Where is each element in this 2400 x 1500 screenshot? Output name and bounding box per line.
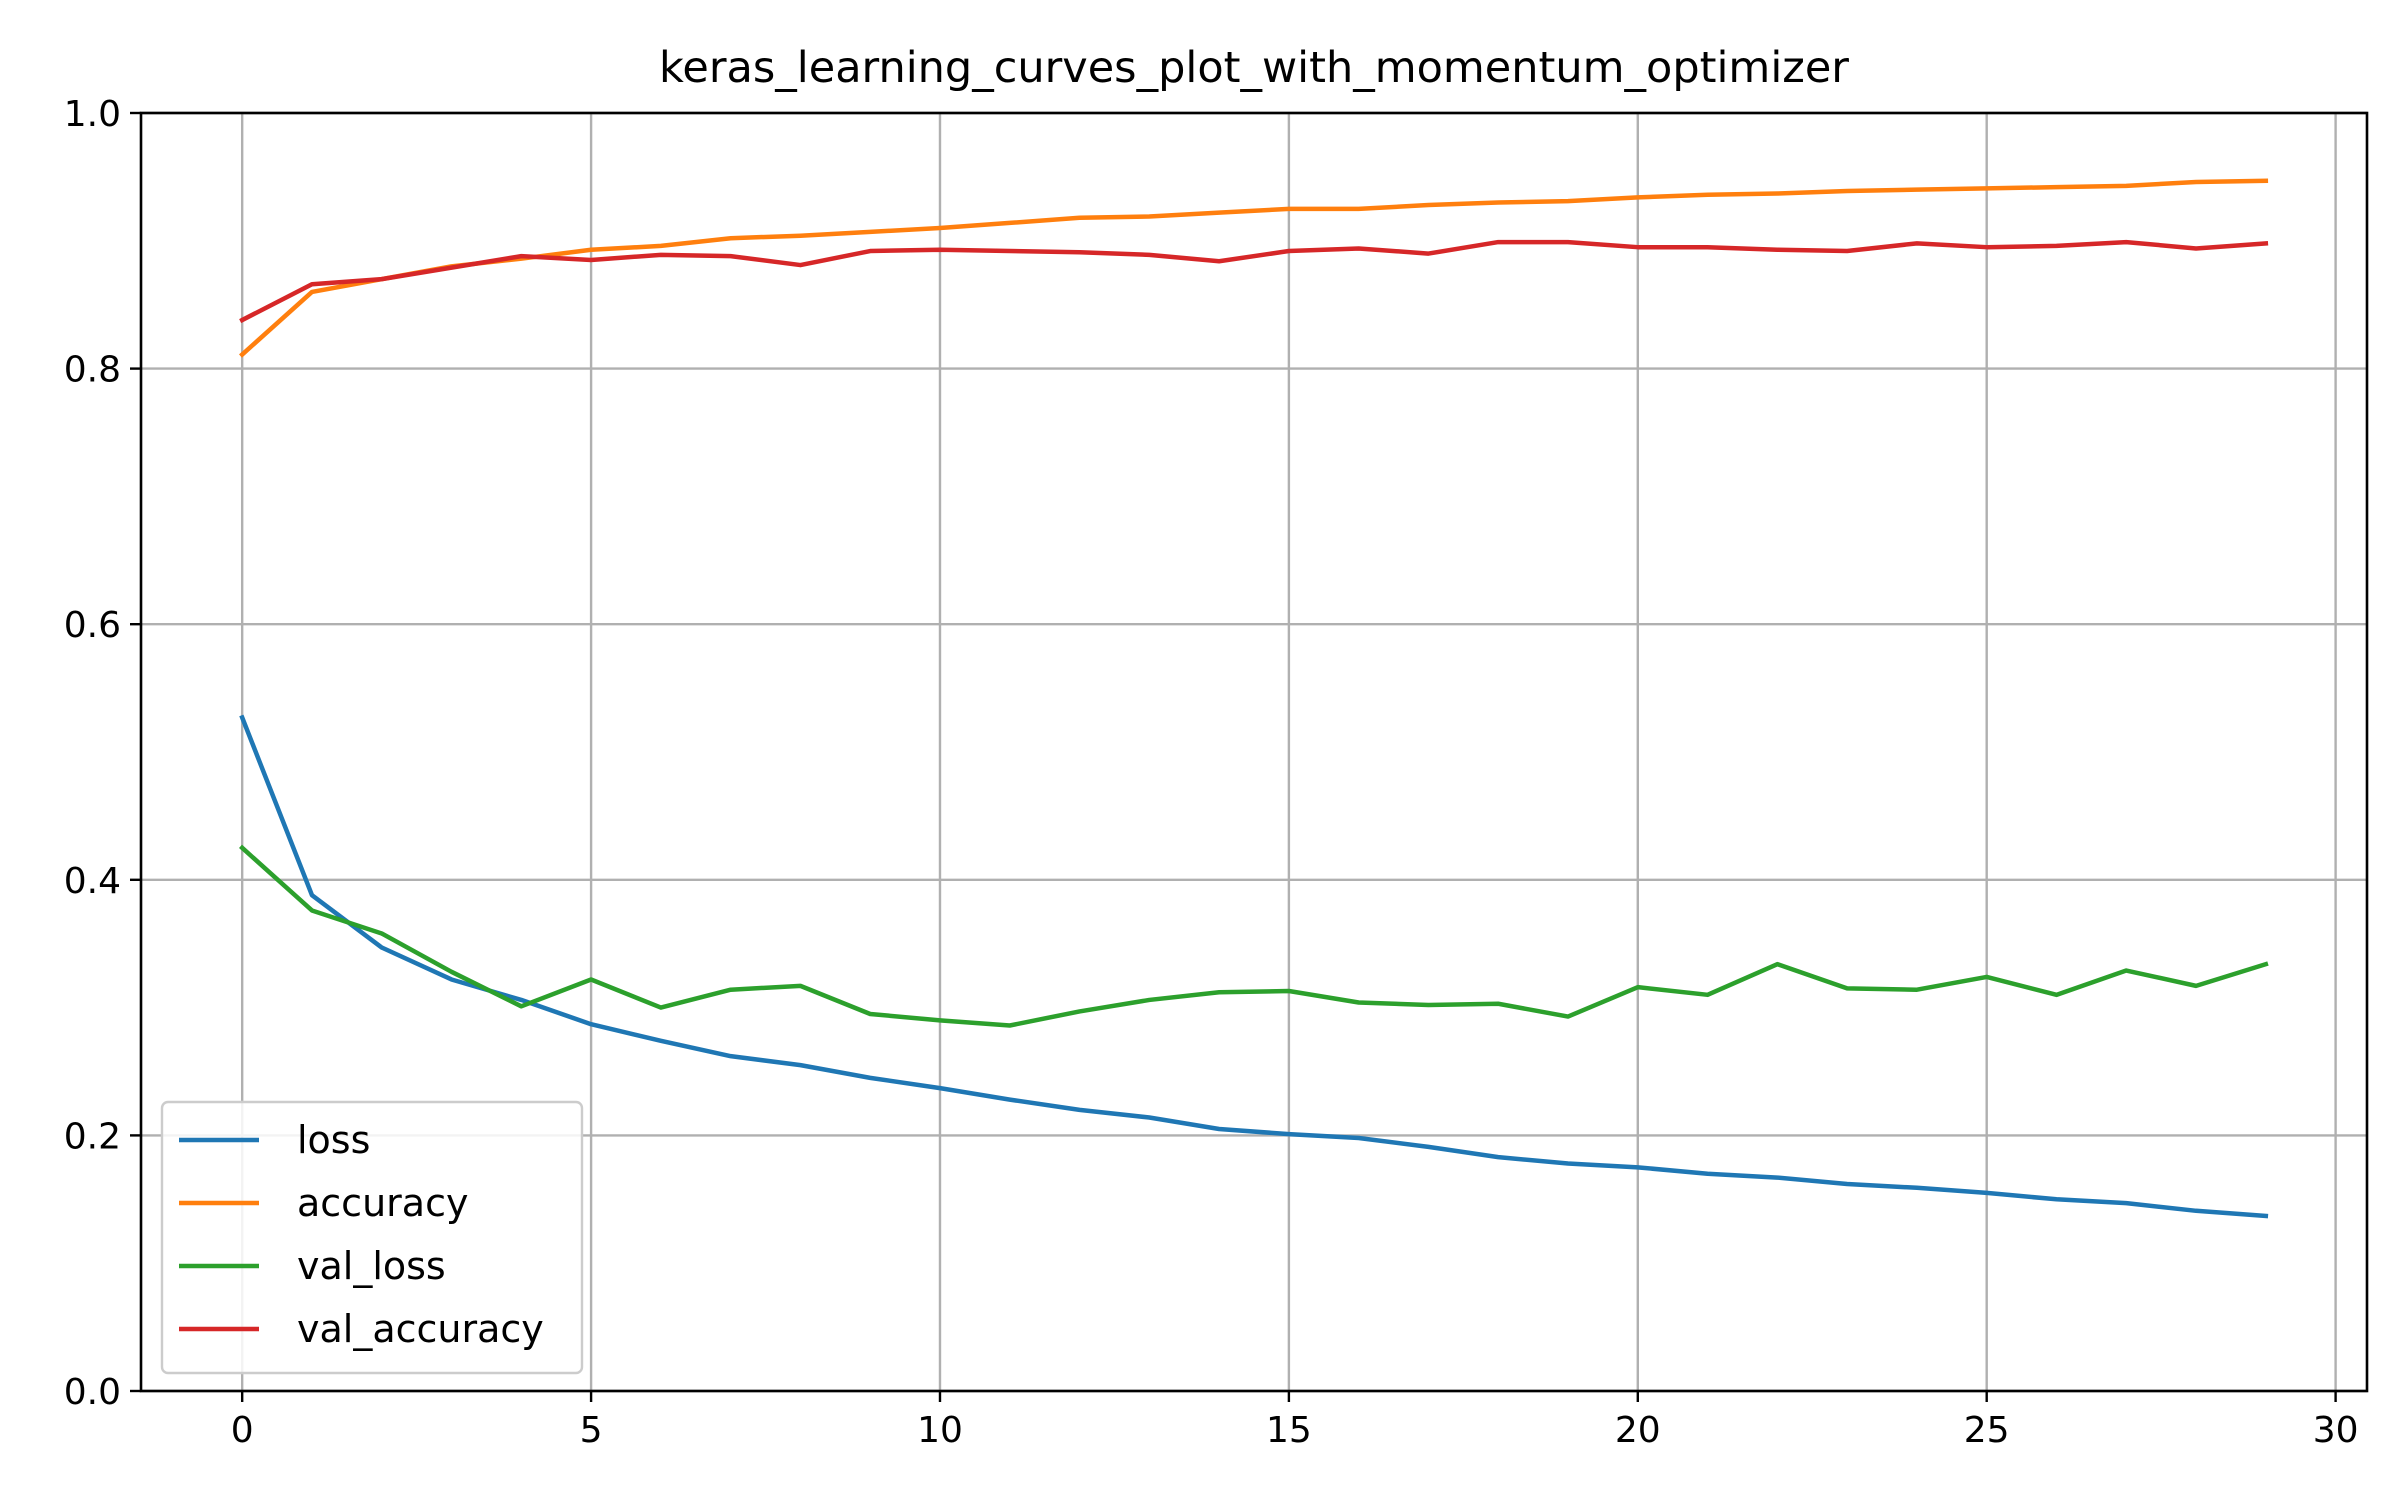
legend-label-loss: loss bbox=[297, 1118, 370, 1162]
y-tick-label: 0.2 bbox=[64, 1116, 121, 1157]
y-tick-label: 1.0 bbox=[64, 94, 121, 135]
x-tick-label: 20 bbox=[1615, 1410, 1661, 1451]
y-tick-label: 0.4 bbox=[64, 861, 121, 902]
x-tick-label: 0 bbox=[231, 1410, 254, 1451]
series-line-accuracy bbox=[239, 178, 2269, 358]
legend-box bbox=[160, 1100, 584, 1375]
y-tick-label: 0.0 bbox=[64, 1372, 121, 1413]
legend-label-accuracy: accuracy bbox=[297, 1181, 468, 1225]
x-tick-label: 5 bbox=[580, 1410, 603, 1451]
chart-title: keras_learning_curves_plot_with_momentum… bbox=[659, 43, 1849, 93]
series-line-val-loss bbox=[239, 844, 2269, 1028]
x-tick-label: 15 bbox=[1266, 1410, 1312, 1451]
series-line-loss bbox=[239, 714, 2269, 1219]
x-tick-label: 10 bbox=[917, 1410, 963, 1451]
axes-frame bbox=[139, 111, 2369, 1393]
legend-label-val-loss: val_loss bbox=[297, 1244, 446, 1288]
y-tick-label: 0.6 bbox=[64, 605, 121, 646]
x-tick-label: 30 bbox=[2313, 1410, 2359, 1451]
series-line-val-accuracy bbox=[239, 239, 2269, 324]
y-tick-label: 0.8 bbox=[64, 350, 121, 391]
legend-label-val-accuracy: val_accuracy bbox=[297, 1307, 544, 1351]
x-tick-label: 25 bbox=[1964, 1410, 2010, 1451]
plot-area: 0 5 10 15 20 25 30 0.0 0.2 0.4 0.6 0.8 1.0 loss accura… bbox=[64, 94, 2369, 1451]
